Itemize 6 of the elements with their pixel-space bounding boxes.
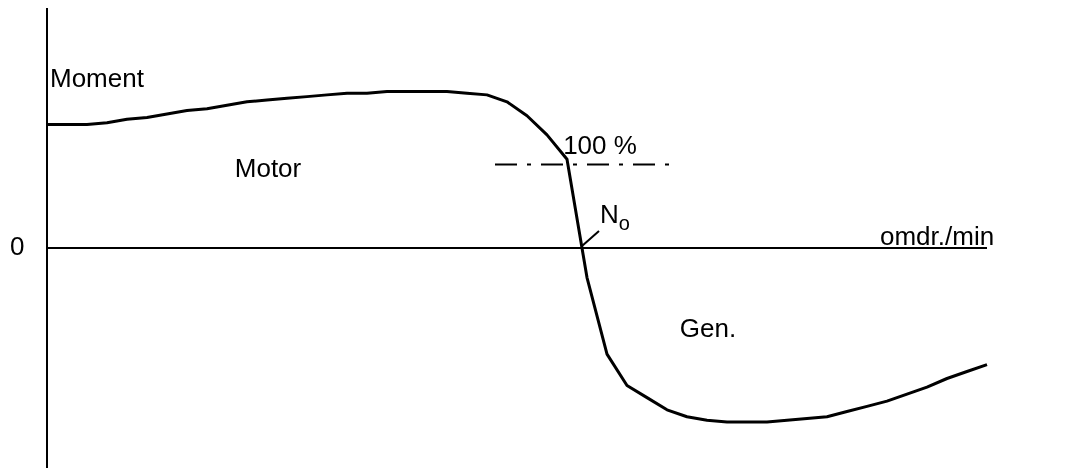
annotation: 100 % (563, 129, 637, 160)
annotation: Gen. (679, 313, 737, 344)
text: 0 (10, 231, 25, 262)
x-axis-title: omdr./min (880, 221, 995, 252)
annotation: Motor (234, 153, 302, 184)
y-axis-title: Moment (50, 63, 145, 94)
